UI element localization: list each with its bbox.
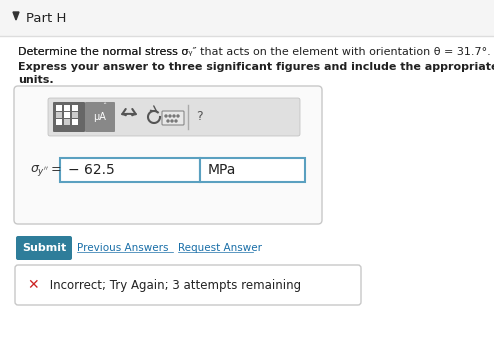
FancyBboxPatch shape <box>200 158 305 182</box>
FancyBboxPatch shape <box>15 265 361 305</box>
FancyBboxPatch shape <box>162 111 184 125</box>
Circle shape <box>165 115 167 117</box>
Bar <box>72 112 78 118</box>
Text: Incorrect; Try Again; 3 attempts remaining: Incorrect; Try Again; 3 attempts remaini… <box>46 279 301 291</box>
Text: Previous Answers: Previous Answers <box>77 243 168 253</box>
Bar <box>64 105 70 110</box>
Text: units.: units. <box>18 75 54 85</box>
FancyBboxPatch shape <box>85 102 115 132</box>
Circle shape <box>175 120 177 122</box>
Bar <box>64 119 70 125</box>
Circle shape <box>169 115 171 117</box>
Text: Part H: Part H <box>26 11 66 24</box>
FancyBboxPatch shape <box>0 0 494 36</box>
Text: Submit: Submit <box>22 243 66 253</box>
Bar <box>56 119 62 125</box>
FancyBboxPatch shape <box>16 236 72 260</box>
Circle shape <box>167 120 169 122</box>
Text: Request Answer: Request Answer <box>178 243 262 253</box>
Text: MPa: MPa <box>208 163 236 177</box>
Text: ˆ: ˆ <box>102 103 106 111</box>
Text: ✕: ✕ <box>27 278 39 292</box>
Bar <box>64 112 70 118</box>
Text: − 62.5: − 62.5 <box>68 163 115 177</box>
Circle shape <box>171 120 173 122</box>
Polygon shape <box>13 12 19 20</box>
Circle shape <box>173 115 175 117</box>
FancyBboxPatch shape <box>53 102 85 132</box>
Bar <box>72 105 78 110</box>
Circle shape <box>177 115 179 117</box>
Text: $\sigma_{y^{\prime\prime}}$: $\sigma_{y^{\prime\prime}}$ <box>30 162 49 178</box>
Bar <box>56 112 62 118</box>
Text: µA: µA <box>93 112 106 122</box>
FancyBboxPatch shape <box>48 98 300 136</box>
Bar <box>72 119 78 125</box>
FancyBboxPatch shape <box>14 86 322 224</box>
Text: Determine the normal stress σᵧ″ that acts on the element with orientation θ = 31: Determine the normal stress σᵧ″ that act… <box>18 47 491 57</box>
Text: ?: ? <box>196 110 203 123</box>
Bar <box>56 105 62 110</box>
Text: Determine the normal stress σ: Determine the normal stress σ <box>18 47 188 57</box>
FancyBboxPatch shape <box>60 158 200 182</box>
Text: =: = <box>51 163 62 176</box>
Text: Express your answer to three significant figures and include the appropriate: Express your answer to three significant… <box>18 62 494 72</box>
